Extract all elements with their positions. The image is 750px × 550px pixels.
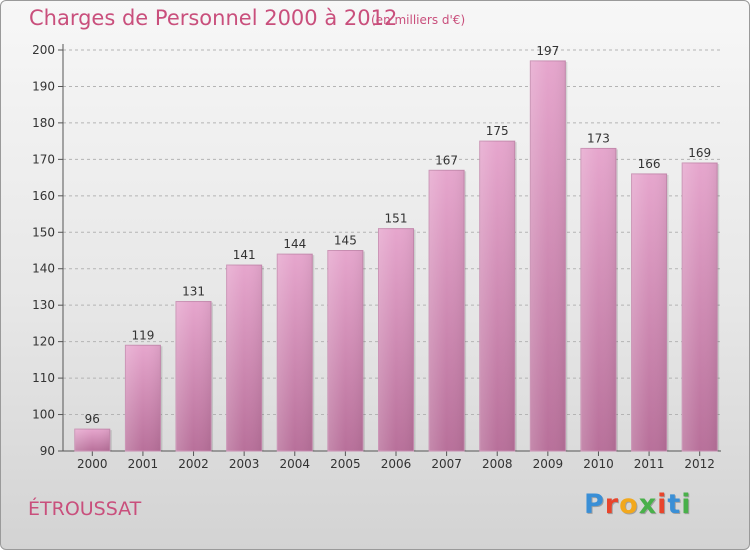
y-tick-label: 90 xyxy=(40,444,55,458)
x-tick-label: 2009 xyxy=(533,457,564,471)
logo-letter: t xyxy=(667,489,682,520)
value-label: 144 xyxy=(283,237,306,251)
chart-title: Charges de Personnel 2000 à 2012 xyxy=(29,6,398,30)
bar-highlight xyxy=(327,250,363,451)
value-label: 169 xyxy=(688,146,711,160)
value-label: 175 xyxy=(486,124,509,138)
chart-subtitle: (en milliers d'€) xyxy=(371,13,466,27)
bar-highlight xyxy=(530,60,566,451)
y-tick-label: 170 xyxy=(32,152,55,166)
bars xyxy=(74,60,720,452)
x-tick-label: 2008 xyxy=(482,457,513,471)
x-tick-label: 2002 xyxy=(178,457,209,471)
logo-letter: r xyxy=(604,489,620,520)
x-tick-label: 2012 xyxy=(684,457,715,471)
x-tick-label: 2004 xyxy=(279,457,310,471)
y-tick-label: 190 xyxy=(32,79,55,93)
y-tick-label: 110 xyxy=(32,371,55,385)
bar-highlight xyxy=(479,141,515,452)
y-tick-label: 160 xyxy=(32,189,55,203)
logo-letter: i xyxy=(681,489,692,520)
logo-letter: i xyxy=(657,489,668,520)
bar-highlight xyxy=(74,429,110,451)
x-tick-label: 2007 xyxy=(431,457,462,471)
logo-letter: o xyxy=(619,489,639,520)
x-tick-label: 2011 xyxy=(634,457,665,471)
value-label: 96 xyxy=(85,412,100,426)
bar-highlight xyxy=(378,228,414,451)
value-label: 141 xyxy=(233,248,256,262)
x-tick-label: 2003 xyxy=(229,457,260,471)
y-tick-label: 120 xyxy=(32,335,55,349)
logo-letter: x xyxy=(638,489,658,520)
bar-highlight xyxy=(176,301,212,451)
value-label: 145 xyxy=(334,234,357,248)
x-tick-label: 2001 xyxy=(128,457,159,471)
value-label: 167 xyxy=(435,153,458,167)
logo-letter: P xyxy=(584,489,605,520)
y-tick-label: 130 xyxy=(32,298,55,312)
bar-highlight xyxy=(429,170,465,452)
proxiti-logo[interactable]: Proxiti xyxy=(584,489,692,520)
labels: 90 100 110 120 130 140 150 160 170 180 190 200 96 200… xyxy=(32,43,715,471)
value-label: 173 xyxy=(587,131,610,145)
bar-highlight xyxy=(226,265,262,451)
value-label: 151 xyxy=(385,212,408,226)
y-tick-label: 140 xyxy=(32,262,55,276)
bar-highlight xyxy=(682,163,718,451)
bar-highlight xyxy=(631,173,667,452)
value-label: 119 xyxy=(131,328,154,342)
x-tick-label: 2010 xyxy=(583,457,614,471)
value-label: 131 xyxy=(182,285,205,299)
value-label: 166 xyxy=(638,157,661,171)
bar-highlight xyxy=(580,148,616,451)
x-tick-label: 2006 xyxy=(381,457,412,471)
y-tick-label: 200 xyxy=(32,43,55,57)
bar-highlight xyxy=(125,345,161,451)
y-tick-label: 180 xyxy=(32,116,55,130)
x-tick-label: 2000 xyxy=(77,457,108,471)
y-tick-label: 150 xyxy=(32,225,55,239)
commune-name: ÉTROUSSAT xyxy=(28,498,142,520)
y-tick-label: 100 xyxy=(32,408,55,422)
value-label: 197 xyxy=(536,44,559,58)
x-tick-label: 2005 xyxy=(330,457,361,471)
bar-highlight xyxy=(277,254,313,451)
